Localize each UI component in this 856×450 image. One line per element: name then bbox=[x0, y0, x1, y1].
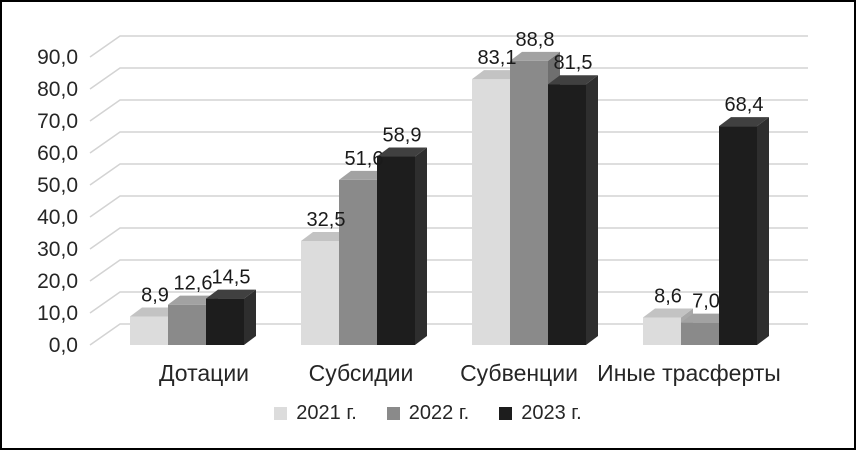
bar-top-face bbox=[377, 147, 427, 157]
legend-swatch-icon bbox=[386, 406, 400, 420]
bar-front-face bbox=[339, 179, 377, 345]
gridline bbox=[89, 195, 808, 218]
value-label: 8,6 bbox=[654, 285, 682, 307]
bar-front-face bbox=[377, 156, 415, 345]
value-label: 14,5 bbox=[212, 267, 251, 289]
chart-legend: 2021 г. 2022 г. 2023 г. bbox=[2, 403, 854, 423]
bar-side-face bbox=[415, 147, 427, 345]
gridline bbox=[89, 131, 808, 154]
legend-label: 2021 г. bbox=[296, 402, 357, 424]
bar-top-face bbox=[301, 232, 351, 241]
bar-top-face bbox=[719, 117, 769, 127]
bar-side-face bbox=[757, 117, 769, 346]
y-tick-label: 20,0 bbox=[37, 270, 78, 293]
gridline bbox=[89, 35, 808, 58]
bar-side-face bbox=[586, 75, 598, 345]
value-labels: 8,912,6 14,5 32,5 51,658,9 83,188,881,5 8,6 7,… bbox=[141, 29, 763, 313]
category-label: Субсидии bbox=[309, 360, 414, 386]
bar-series3-cat2 bbox=[377, 147, 427, 345]
y-tick-label: 0,0 bbox=[49, 334, 78, 357]
category-label: Иные трасферты bbox=[597, 360, 781, 386]
legend-item: 2021 г. bbox=[274, 402, 357, 424]
bar-top-face bbox=[339, 170, 389, 180]
bar-side-face bbox=[244, 289, 256, 345]
bar-top-face bbox=[548, 75, 598, 85]
gridline bbox=[89, 99, 808, 122]
y-tick-label: 10,0 bbox=[37, 302, 78, 325]
gridline bbox=[89, 227, 808, 250]
bar-front-face bbox=[681, 322, 719, 345]
value-label: 12,6 bbox=[174, 273, 213, 295]
y-tick-label: 30,0 bbox=[37, 238, 78, 261]
value-label: 8,9 bbox=[141, 285, 169, 307]
value-label: 83,1 bbox=[478, 47, 517, 69]
y-tick-label: 50,0 bbox=[37, 174, 78, 197]
y-tick-label: 60,0 bbox=[37, 142, 78, 165]
bar-front-face bbox=[510, 60, 548, 346]
value-label: 51,6 bbox=[345, 148, 384, 170]
value-label: 58,9 bbox=[383, 125, 422, 147]
value-label: 88,8 bbox=[516, 29, 555, 51]
bar-top-face bbox=[472, 70, 522, 80]
bar-front-face bbox=[548, 84, 586, 345]
y-tick-label: 40,0 bbox=[37, 206, 78, 229]
value-label: 81,5 bbox=[554, 52, 593, 74]
bar-front-face bbox=[719, 126, 757, 346]
category-labels: Дотации Субсидии Субвенции Иные трасферты bbox=[159, 360, 781, 386]
gridline bbox=[89, 67, 808, 90]
bar-top-face bbox=[643, 308, 693, 318]
category-label: Субвенции bbox=[460, 360, 578, 386]
bar-front-face bbox=[643, 317, 681, 345]
legend-item: 2023 г. bbox=[499, 402, 582, 424]
category-label: Дотации bbox=[159, 360, 249, 386]
y-tick-label: 70,0 bbox=[37, 110, 78, 133]
value-label: 32,5 bbox=[307, 209, 346, 231]
legend-swatch-icon bbox=[499, 406, 513, 420]
legend-item: 2022 г. bbox=[386, 402, 470, 424]
bar-top-face bbox=[681, 313, 731, 323]
bar-front-face bbox=[130, 316, 168, 345]
gridline bbox=[89, 163, 808, 186]
legend-swatch-icon bbox=[274, 406, 288, 420]
bar-series3-cat1 bbox=[206, 289, 256, 345]
bar-series3-cat3 bbox=[548, 75, 598, 345]
bar-front-face bbox=[168, 304, 206, 345]
legend-label: 2022 г. bbox=[408, 402, 470, 424]
bar-front-face bbox=[206, 298, 244, 345]
bars bbox=[130, 51, 769, 346]
y-tick-label: 90,0 bbox=[37, 46, 78, 69]
value-label: 7,0 bbox=[692, 291, 720, 313]
y-axis-tick-labels: 0,0 10,0 20,0 30,0 40,0 50,0 60,0 70,0 80,0 90,0 bbox=[37, 46, 78, 357]
gridlines bbox=[89, 35, 808, 346]
bar-series3-cat4 bbox=[719, 117, 769, 346]
bar-front-face bbox=[472, 79, 510, 345]
bar-top-face bbox=[130, 307, 180, 317]
bar-top-face bbox=[206, 289, 256, 299]
y-tick-label: 80,0 bbox=[37, 78, 78, 101]
bar-front-face bbox=[301, 241, 339, 345]
bar-top-face bbox=[510, 51, 560, 61]
bar-top-face bbox=[168, 295, 218, 305]
legend-label: 2023 г. bbox=[521, 402, 582, 424]
value-label: 68,4 bbox=[725, 94, 764, 116]
